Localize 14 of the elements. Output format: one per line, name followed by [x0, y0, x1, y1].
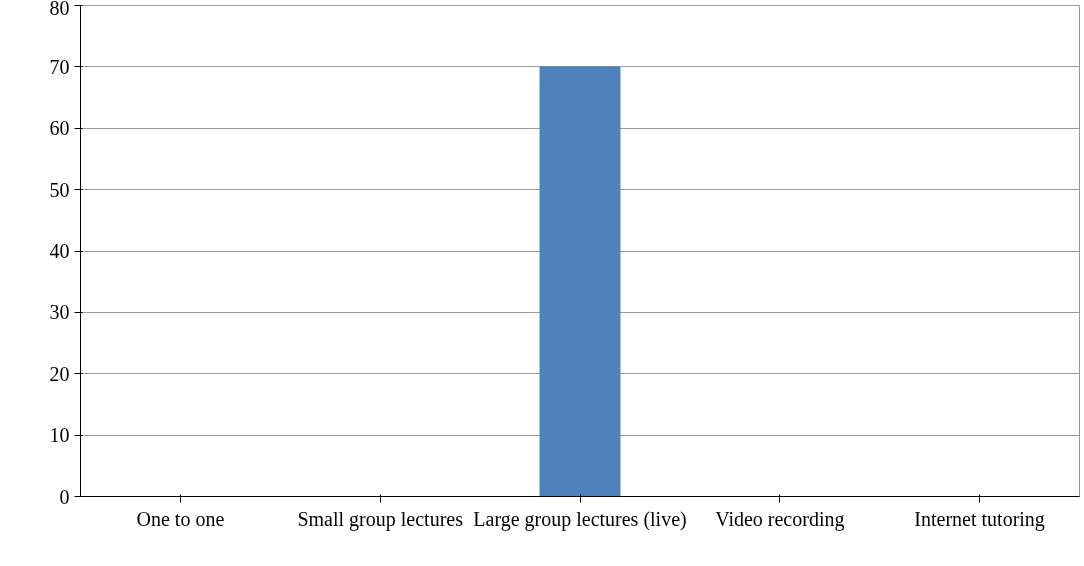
x-tick-label: Internet tutoring — [914, 507, 1045, 531]
x-tick-label: Small group lectures — [297, 507, 464, 531]
y-tick-label: 0 — [59, 485, 70, 508]
y-tick-label: 30 — [49, 301, 70, 324]
y-tick-label: 10 — [49, 424, 70, 447]
y-tick-label: 70 — [49, 55, 70, 78]
x-tick-label: Large group lectures (live) — [473, 507, 687, 531]
x-tick-label: Video recording — [715, 507, 845, 531]
y-tick-label: 60 — [49, 117, 70, 140]
y-tick-label: 50 — [49, 178, 70, 201]
y-tick-label: 80 — [49, 0, 70, 19]
y-tick-label: 40 — [49, 240, 70, 262]
y-tick-label: 20 — [49, 362, 70, 385]
x-tick-label: One to one — [136, 507, 225, 530]
